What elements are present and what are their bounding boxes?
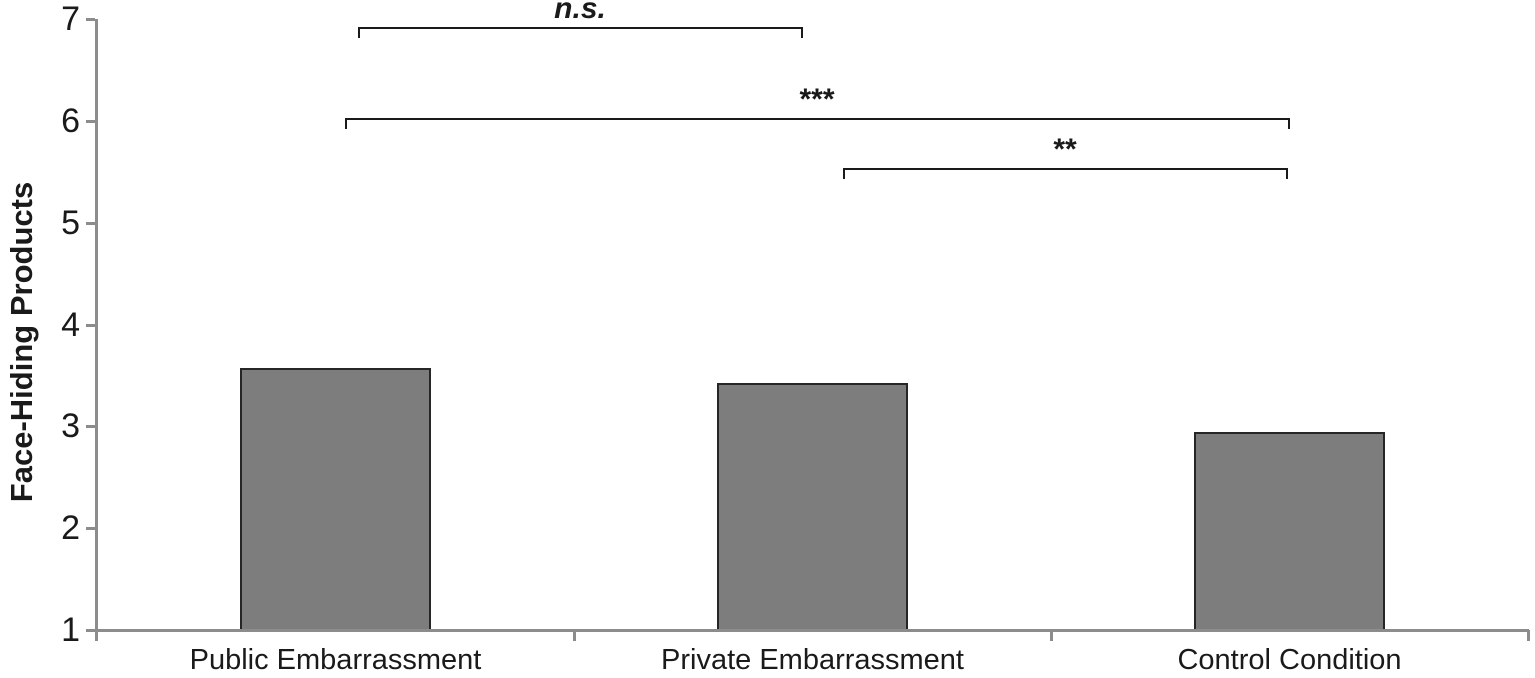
y-axis-tick — [86, 527, 95, 530]
significance-bracket-private-embarrassment-vs-control-condition-right-tick — [1286, 168, 1288, 179]
x-axis-tick — [1050, 630, 1053, 641]
x-axis-line — [95, 629, 1529, 632]
significance-bracket-public-embarrassment-vs-private-embarrassment-left-tick — [358, 27, 360, 38]
y-axis-tick — [86, 324, 95, 327]
y-axis-line — [95, 19, 98, 641]
y-axis-tick-label: 3 — [61, 407, 80, 445]
y-axis-tick — [86, 629, 95, 632]
y-axis-tick-label: 4 — [61, 306, 80, 344]
bar-public-embarrassment — [240, 368, 431, 632]
y-axis-tick-label: 1 — [61, 611, 80, 649]
significance-bracket-public-embarrassment-vs-control-condition — [345, 118, 1290, 120]
bar-private-embarrassment — [717, 383, 908, 632]
significance-label-: ** — [1053, 133, 1077, 166]
x-axis-tick — [573, 630, 576, 641]
y-axis-tick — [86, 425, 95, 428]
significance-bracket-public-embarrassment-vs-control-condition-left-tick — [345, 118, 347, 129]
y-axis-tick-label: 7 — [61, 0, 80, 38]
significance-bracket-public-embarrassment-vs-control-condition-right-tick — [1288, 118, 1290, 129]
significance-label-n-s: n.s. — [554, 0, 606, 25]
x-axis-label-public-embarrassment: Public Embarrassment — [189, 644, 482, 676]
x-axis-label-private-embarrassment: Private Embarrassment — [661, 644, 964, 676]
x-axis-tick — [1527, 630, 1530, 641]
significance-bracket-private-embarrassment-vs-control-condition-left-tick — [843, 168, 845, 179]
significance-bracket-public-embarrassment-vs-private-embarrassment-right-tick — [801, 27, 803, 38]
y-axis-tick-label: 6 — [61, 102, 80, 140]
y-axis-tick-label: 5 — [61, 204, 80, 242]
y-axis-tick — [86, 18, 95, 21]
x-axis-label-control-condition: Control Condition — [1177, 644, 1402, 676]
bar-control-condition — [1194, 432, 1385, 632]
significance-bracket-public-embarrassment-vs-private-embarrassment — [358, 27, 803, 29]
y-axis-tick — [86, 222, 95, 225]
significance-bracket-private-embarrassment-vs-control-condition — [843, 168, 1288, 170]
significance-label-: *** — [799, 83, 835, 116]
y-axis-tick — [86, 120, 95, 123]
y-axis-tick-label: 2 — [61, 509, 80, 547]
